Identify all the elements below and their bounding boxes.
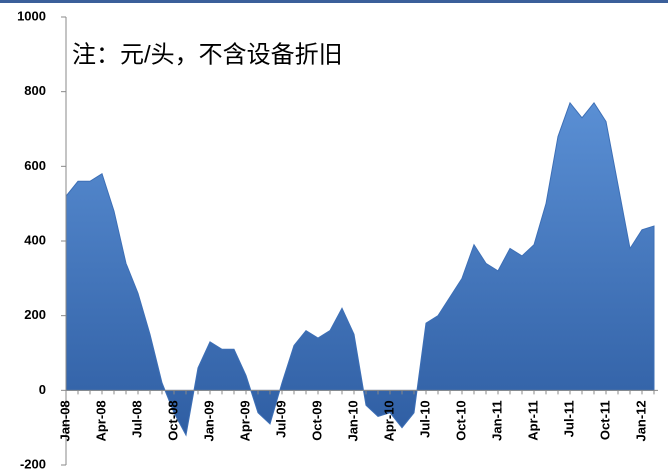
x-tick-label: Jul-09 [273,400,288,438]
x-tick-label: Oct-11 [597,400,612,440]
x-tick-label: Apr-11 [525,400,540,440]
x-tick-label: Jan-11 [489,400,504,440]
y-tick-label: 200 [24,307,46,322]
x-tick-label: Oct-09 [309,400,324,440]
area [65,101,655,437]
y-tick-label: 0 [39,382,46,397]
y-tick-label: -200 [20,456,46,471]
x-tick-label: Jul-08 [129,400,144,438]
x-tick-label: Oct-08 [165,400,180,440]
x-tick-label: Jan-08 [57,400,72,441]
y-tick-label: 400 [24,232,46,247]
x-tick-label: Apr-08 [93,400,108,441]
y-tick-label: 800 [24,83,46,98]
x-tick-label: Oct-10 [453,400,468,440]
x-tick-label: Jul-10 [417,400,432,438]
x-tick-label: Jan-10 [345,400,360,441]
y-tick-label: 1000 [17,8,46,23]
x-tick-label: Jul-11 [561,400,576,437]
x-tick-label: Jan-09 [201,400,216,441]
x-tick-label: Jan-12 [633,400,648,441]
x-tick-label: Apr-09 [237,400,252,441]
y-tick-label: 600 [24,158,46,173]
top-border [0,0,668,3]
annotation: 注：元/头，不含设备折旧 [72,41,343,68]
x-tick-label: Apr-10 [381,400,396,441]
